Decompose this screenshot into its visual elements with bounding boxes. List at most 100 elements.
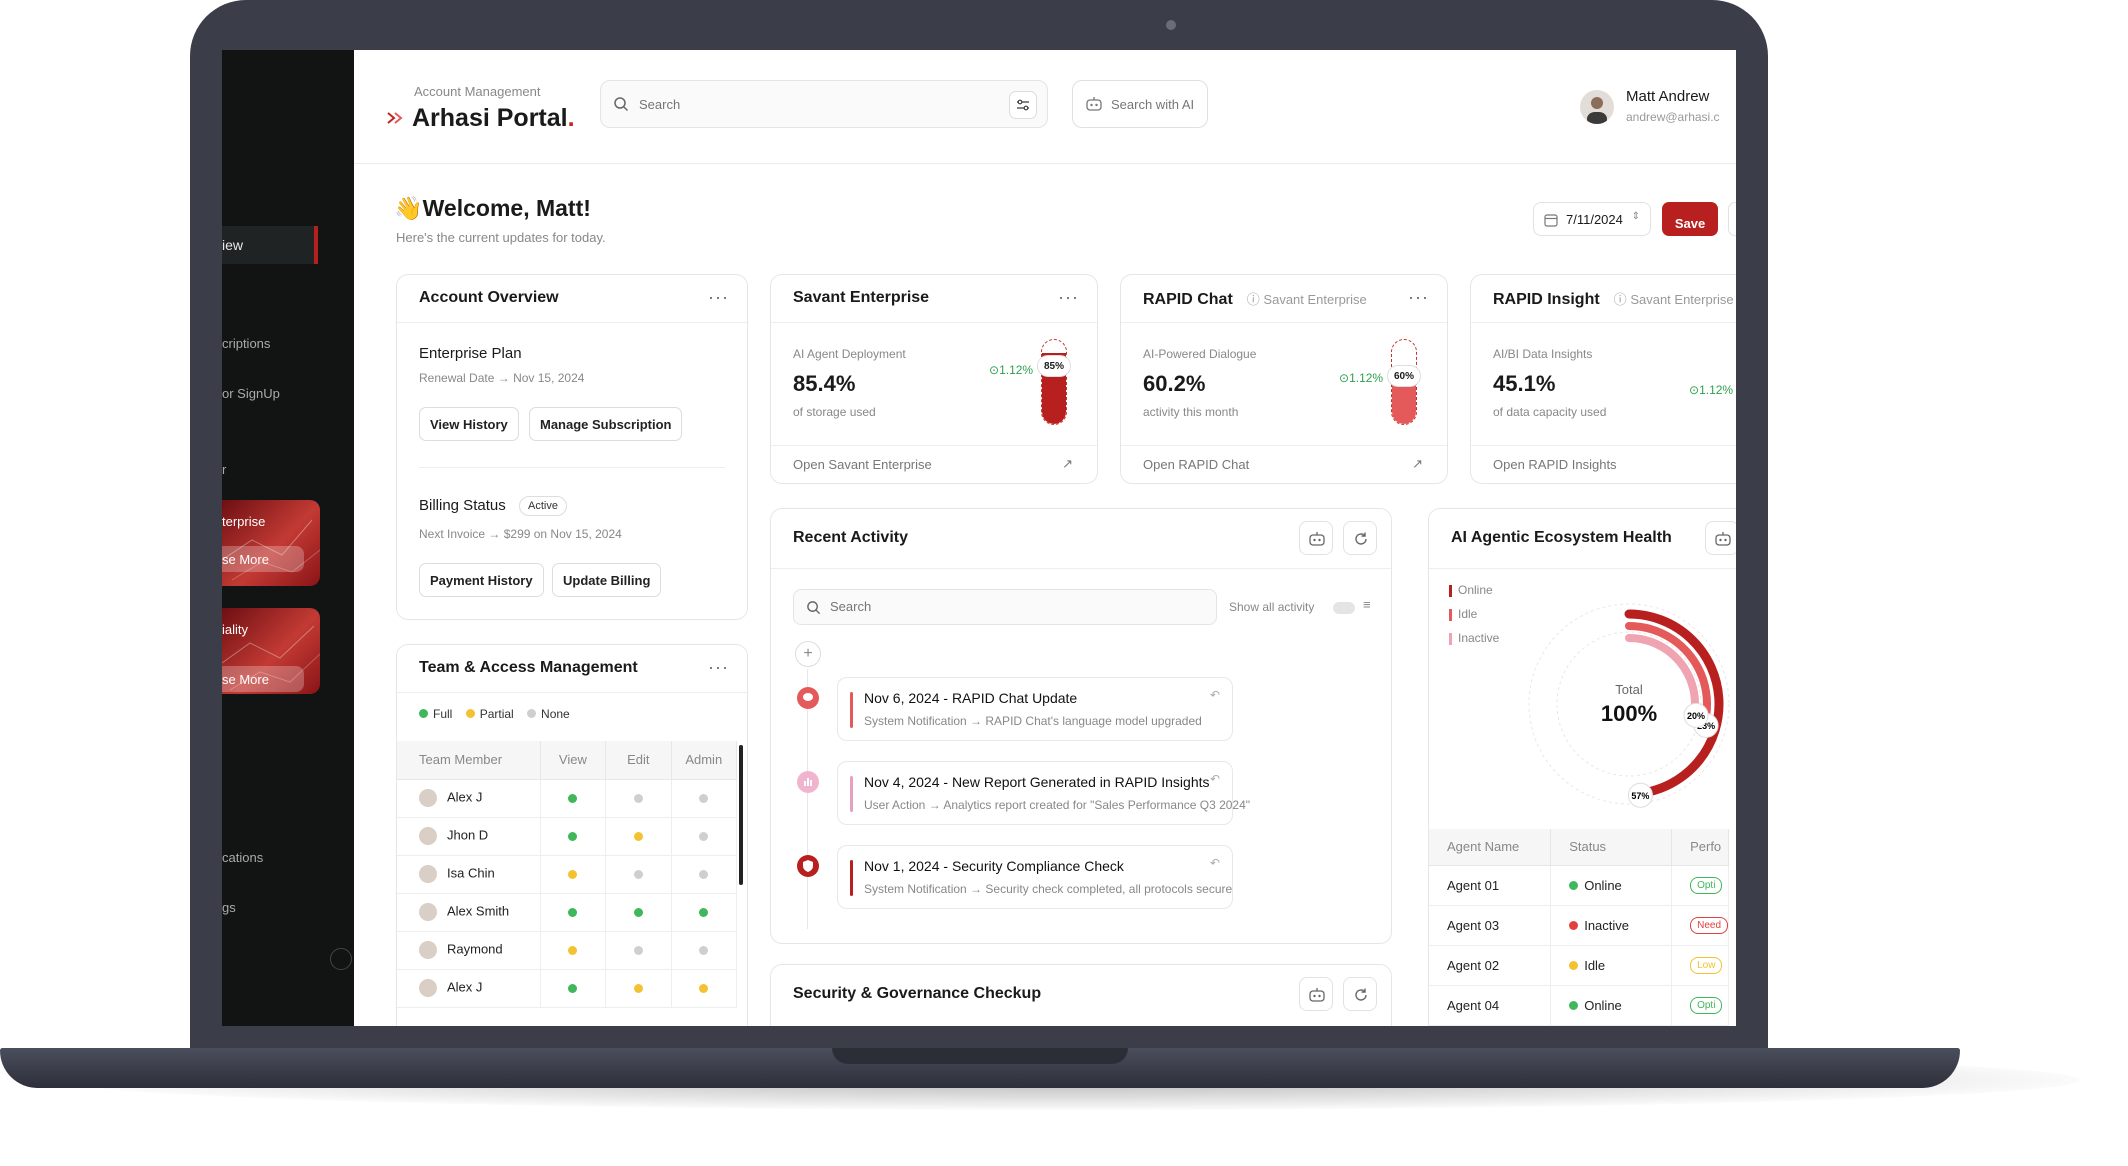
- promo-see-more-button[interactable]: se More: [222, 666, 304, 692]
- search-input[interactable]: [639, 93, 959, 115]
- card-footer-link[interactable]: Open RAPID Insights: [1471, 445, 1736, 483]
- agent-name: Agent 01: [1429, 865, 1552, 906]
- card-subtitle-text: Savant Enterprise: [1630, 292, 1734, 307]
- card-footer-link[interactable]: Open RAPID Chat ↗: [1121, 445, 1447, 483]
- table-row[interactable]: Raymond: [397, 931, 738, 970]
- permission-dot: [568, 983, 578, 993]
- date-picker[interactable]: 7/11/2024 ⇕: [1533, 202, 1651, 236]
- card-footer-link[interactable]: Open Savant Enterprise ↗: [771, 445, 1097, 483]
- payment-history-button[interactable]: Payment History: [419, 563, 544, 597]
- donut-labels: 57% 23%20%: [1627, 702, 1719, 808]
- search-with-ai-button[interactable]: Search with AI: [1072, 80, 1208, 128]
- table-row[interactable]: Agent 02 Idle Low: [1429, 945, 1729, 986]
- table-row[interactable]: Alex J: [397, 969, 738, 1008]
- more-toolbar-button[interactable]: [1728, 202, 1736, 236]
- avatar: [419, 827, 437, 845]
- table-row[interactable]: Agent 04 Online Opti: [1429, 985, 1729, 1026]
- table-row[interactable]: Isa Chin: [397, 855, 738, 894]
- arrow-up-circle-icon: ⊙: [1339, 371, 1350, 385]
- scrollbar[interactable]: [739, 745, 743, 885]
- reply-icon[interactable]: ↶: [1209, 856, 1220, 870]
- filter-button[interactable]: [1009, 91, 1037, 119]
- table-row[interactable]: Agent 03 Inactive Need: [1429, 905, 1729, 946]
- refresh-button[interactable]: [1343, 977, 1377, 1011]
- permission-cell-view[interactable]: [540, 931, 607, 970]
- permission-cell-admin[interactable]: [671, 893, 738, 932]
- user-avatar[interactable]: [1580, 90, 1614, 124]
- more-options-icon[interactable]: ···: [1408, 287, 1429, 307]
- table-row[interactable]: Jhon D: [397, 817, 738, 856]
- card-title-text: RAPID Chat: [1143, 291, 1233, 308]
- permission-cell-edit[interactable]: [605, 931, 672, 970]
- metric-desc: activity this month: [1143, 405, 1239, 419]
- filter-icon[interactable]: ≡: [1363, 597, 1371, 612]
- table-row[interactable]: Alex J: [397, 779, 738, 818]
- reply-icon[interactable]: ↶: [1209, 688, 1220, 702]
- refresh-icon: [1355, 532, 1367, 545]
- permission-cell-edit[interactable]: [605, 779, 672, 818]
- activity-search-input[interactable]: [830, 599, 1130, 614]
- more-options-icon[interactable]: ···: [1058, 287, 1079, 307]
- manage-subscription-button[interactable]: Manage Subscription: [529, 407, 683, 441]
- more-options-icon[interactable]: ···: [708, 287, 729, 307]
- ai-assist-button[interactable]: [1705, 521, 1736, 555]
- member-name: Isa Chin: [447, 865, 495, 881]
- permission-cell-view[interactable]: [540, 893, 607, 932]
- permission-cell-view[interactable]: [540, 855, 607, 894]
- permission-cell-view[interactable]: [540, 969, 607, 1008]
- column-header: Edit: [605, 741, 672, 780]
- permission-dot: [699, 907, 709, 917]
- permission-cell-admin[interactable]: [671, 817, 738, 856]
- more-options-icon[interactable]: ···: [708, 657, 729, 677]
- rapid-insight-card: RAPID Insight ⓘ Savant Enterprise AI/BI D…: [1470, 274, 1736, 484]
- sidebar-item-settings[interactable]: gs: [222, 900, 236, 915]
- bar-chart-icon: [797, 771, 819, 793]
- recent-activity-card: Recent Activity Show all activity ≡ +: [770, 508, 1392, 944]
- delta-value: 1.12%: [1349, 371, 1384, 385]
- agent-status: Inactive: [1550, 905, 1673, 946]
- card-title: AI Agentic Ecosystem Health: [1451, 529, 1672, 546]
- activity-item[interactable]: Nov 1, 2024 - Security Compliance Check …: [837, 845, 1233, 909]
- ai-assist-button[interactable]: [1299, 977, 1333, 1011]
- permission-cell-edit[interactable]: [605, 969, 672, 1008]
- member-cell: Isa Chin: [397, 855, 541, 894]
- performance-badge: Low: [1690, 957, 1723, 974]
- refresh-button[interactable]: [1343, 521, 1377, 555]
- save-button[interactable]: Save: [1662, 202, 1718, 236]
- card-title: Account Overview: [419, 289, 559, 306]
- card-subtitle: ⓘ Savant Enterprise: [1614, 292, 1734, 307]
- sidebar-item-subscriptions[interactable]: criptions: [222, 336, 271, 351]
- sidebar-item-notifications[interactable]: cations: [222, 850, 264, 865]
- permission-cell-edit[interactable]: [605, 893, 672, 932]
- reply-icon[interactable]: ↶: [1209, 772, 1220, 786]
- table-row[interactable]: Agent 01 Online Opti: [1429, 865, 1729, 906]
- agent-performance: Opti: [1671, 985, 1729, 1026]
- permission-cell-admin[interactable]: [671, 779, 738, 818]
- permission-cell-edit[interactable]: [605, 855, 672, 894]
- activity-search-bar[interactable]: [793, 589, 1217, 625]
- permission-cell-view[interactable]: [540, 817, 607, 856]
- permission-cell-view[interactable]: [540, 779, 607, 818]
- performance-badge: Opti: [1690, 877, 1723, 894]
- permission-cell-admin[interactable]: [671, 931, 738, 970]
- update-billing-button[interactable]: Update Billing: [552, 563, 662, 597]
- status-text: Online: [1584, 997, 1622, 1013]
- sidebar-item-overview[interactable]: iew: [222, 226, 318, 264]
- table-row[interactable]: Alex Smith: [397, 893, 738, 932]
- permission-cell-admin[interactable]: [671, 855, 738, 894]
- theme-toggle[interactable]: [330, 948, 352, 970]
- show-all-toggle[interactable]: [1333, 602, 1355, 614]
- view-history-button[interactable]: View History: [419, 407, 519, 441]
- add-activity-button[interactable]: +: [795, 641, 821, 667]
- search-icon: [807, 601, 821, 615]
- ai-assist-button[interactable]: [1299, 521, 1333, 555]
- double-chevron-icon: [387, 112, 403, 124]
- promo-see-more-button[interactable]: se More: [222, 546, 304, 572]
- sidebar-item-signup[interactable]: or SignUp: [222, 386, 280, 401]
- search-bar[interactable]: [600, 80, 1048, 128]
- donut-segment-label: 23%: [1697, 721, 1715, 731]
- permission-cell-admin[interactable]: [671, 969, 738, 1008]
- activity-item[interactable]: Nov 4, 2024 - New Report Generated in RA…: [837, 761, 1250, 825]
- activity-item[interactable]: Nov 6, 2024 - RAPID Chat Update System N…: [837, 677, 1233, 741]
- permission-cell-edit[interactable]: [605, 817, 672, 856]
